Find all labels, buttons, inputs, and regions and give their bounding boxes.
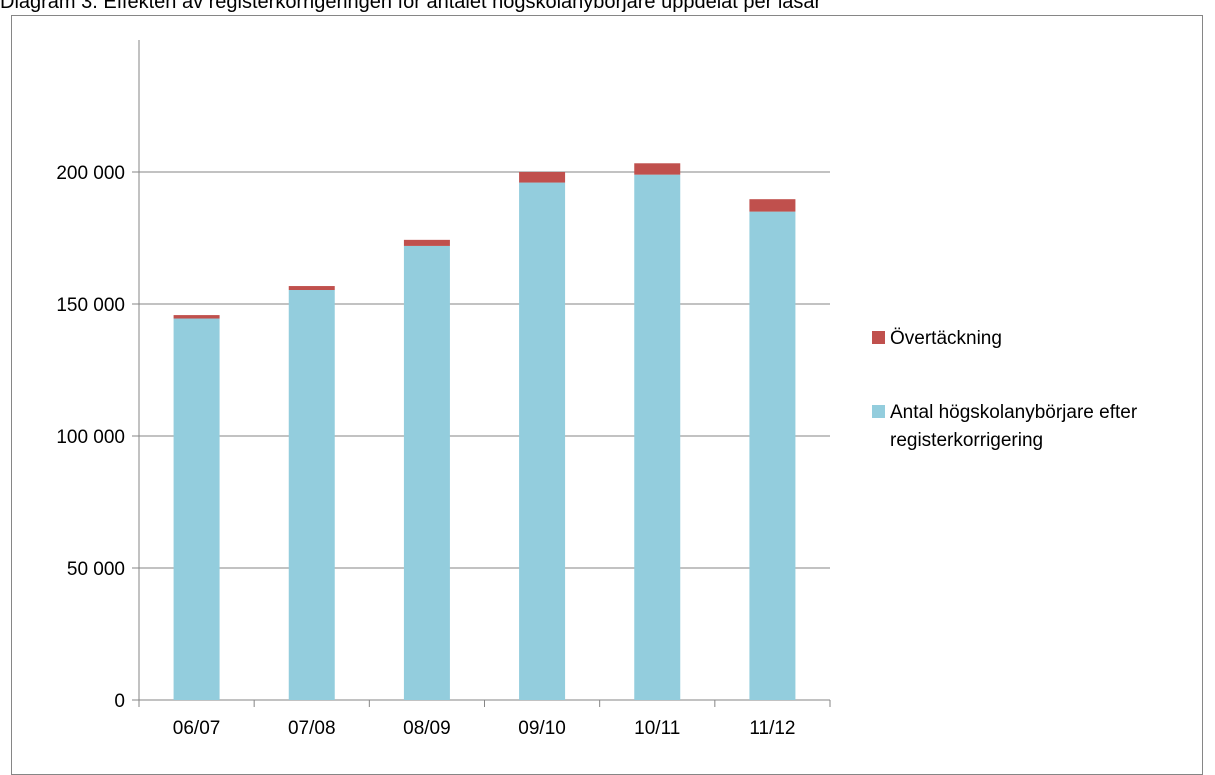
bar-overcoverage — [749, 199, 796, 212]
chart-caption: Diagram 3. Effekten av registerkorrigeri… — [0, 0, 822, 13]
bar-overcoverage — [519, 172, 566, 183]
x-tick-label: 09/10 — [518, 718, 566, 739]
bar-overcoverage — [288, 286, 335, 291]
legend-item-corrected: Antal högskolanybörjare efter registerko… — [872, 399, 1202, 455]
legend-label-corrected: Antal högskolanybörjare efter registerko… — [890, 402, 1138, 451]
x-tick-label: 06/07 — [173, 718, 221, 739]
x-tick-label: 11/12 — [749, 718, 795, 739]
bar-corrected — [288, 290, 335, 700]
bar-corrected — [173, 318, 220, 700]
x-tick-label: 07/08 — [288, 718, 336, 739]
bar-overcoverage — [173, 315, 220, 319]
bar-corrected — [749, 211, 796, 700]
bar-overcoverage — [634, 163, 681, 175]
legend-label-overcoverage: Övertäckning — [890, 328, 1002, 349]
bar-corrected — [519, 182, 566, 700]
legend-item-overcoverage: Övertäckning — [872, 325, 1202, 353]
x-tick-label: 08/09 — [403, 718, 451, 739]
y-tick-label: 150 000 — [56, 295, 125, 316]
bar-overcoverage — [403, 239, 450, 246]
x-tick-label: 10/11 — [634, 718, 680, 739]
y-tick-label: 200 000 — [56, 163, 125, 184]
chart-legend: Övertäckning Antal högskolanybörjare eft… — [872, 325, 1202, 501]
bar-corrected — [634, 174, 681, 700]
legend-swatch-overcoverage — [872, 331, 885, 344]
bar-corrected — [403, 245, 450, 701]
y-tick-label: 0 — [114, 691, 125, 712]
y-tick-label: 100 000 — [56, 427, 125, 448]
legend-swatch-corrected — [872, 405, 885, 418]
y-tick-label: 50 000 — [67, 559, 125, 580]
